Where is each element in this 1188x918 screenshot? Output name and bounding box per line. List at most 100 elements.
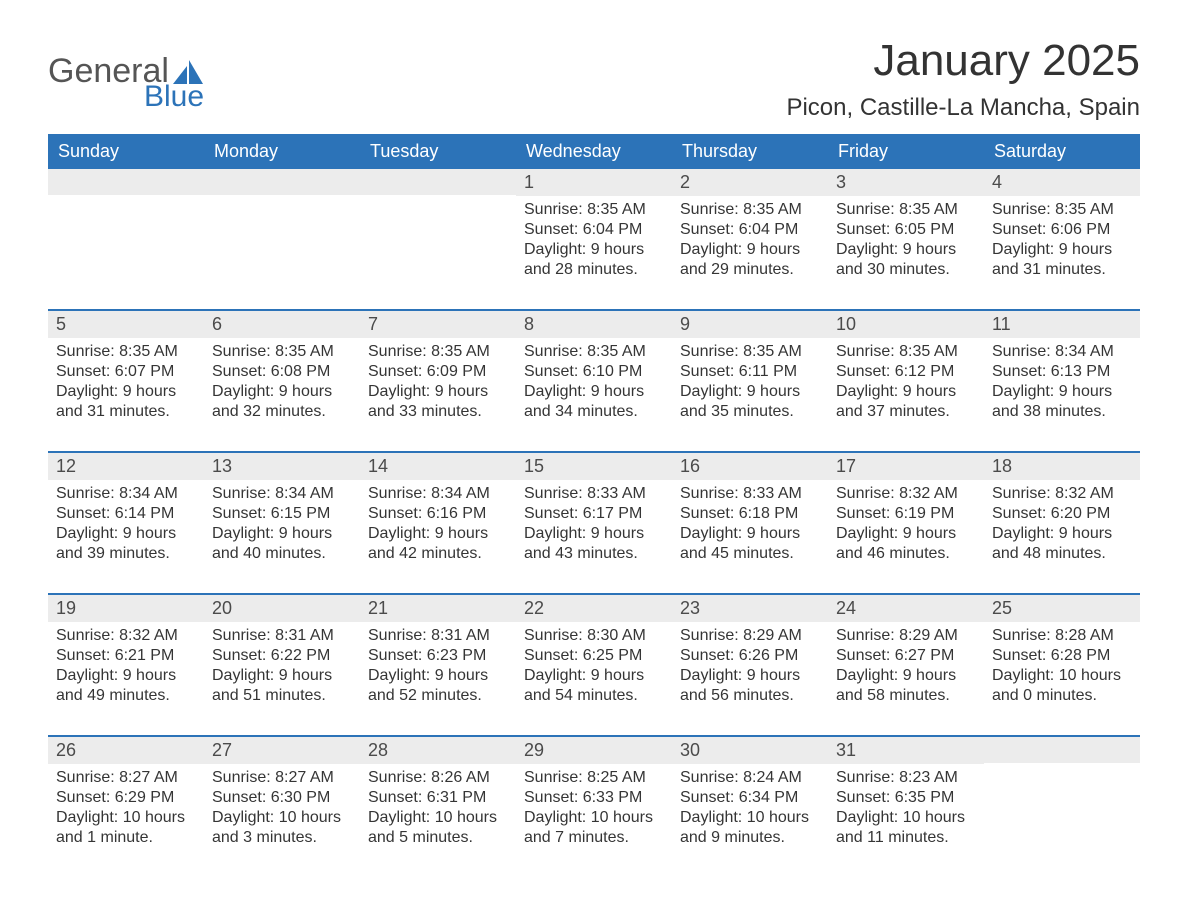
day-number: 30: [672, 737, 828, 764]
day-cell: 31Sunrise: 8:23 AMSunset: 6:35 PMDayligh…: [828, 737, 984, 867]
day-number: 27: [204, 737, 360, 764]
day-detail-line: Daylight: 9 hours: [368, 382, 508, 402]
day-number: [48, 169, 204, 195]
day-details: [360, 195, 516, 203]
day-details: Sunrise: 8:32 AMSunset: 6:20 PMDaylight:…: [984, 480, 1140, 568]
day-number: 10: [828, 311, 984, 338]
day-detail-line: Sunrise: 8:29 AM: [680, 626, 820, 646]
day-detail-line: and 7 minutes.: [524, 828, 664, 848]
day-cell: 14Sunrise: 8:34 AMSunset: 6:16 PMDayligh…: [360, 453, 516, 593]
day-cell: 10Sunrise: 8:35 AMSunset: 6:12 PMDayligh…: [828, 311, 984, 451]
week-row: 5Sunrise: 8:35 AMSunset: 6:07 PMDaylight…: [48, 309, 1140, 451]
day-detail-line: Daylight: 9 hours: [680, 666, 820, 686]
day-detail-line: Daylight: 9 hours: [680, 382, 820, 402]
day-detail-line: Sunset: 6:06 PM: [992, 220, 1132, 240]
day-details: Sunrise: 8:31 AMSunset: 6:23 PMDaylight:…: [360, 622, 516, 710]
day-number: 3: [828, 169, 984, 196]
day-cell: 2Sunrise: 8:35 AMSunset: 6:04 PMDaylight…: [672, 169, 828, 309]
day-detail-line: Sunset: 6:12 PM: [836, 362, 976, 382]
day-detail-line: Sunrise: 8:34 AM: [368, 484, 508, 504]
day-detail-line: Sunrise: 8:35 AM: [524, 342, 664, 362]
day-number: 28: [360, 737, 516, 764]
day-cell: 13Sunrise: 8:34 AMSunset: 6:15 PMDayligh…: [204, 453, 360, 593]
day-details: Sunrise: 8:31 AMSunset: 6:22 PMDaylight:…: [204, 622, 360, 710]
day-cell: 16Sunrise: 8:33 AMSunset: 6:18 PMDayligh…: [672, 453, 828, 593]
day-detail-line: Sunset: 6:34 PM: [680, 788, 820, 808]
day-detail-line: and 11 minutes.: [836, 828, 976, 848]
day-detail-line: and 56 minutes.: [680, 686, 820, 706]
day-number: 13: [204, 453, 360, 480]
day-detail-line: and 46 minutes.: [836, 544, 976, 564]
day-detail-line: Daylight: 9 hours: [524, 666, 664, 686]
day-header-row: SundayMondayTuesdayWednesdayThursdayFrid…: [48, 134, 1140, 169]
day-cell: 15Sunrise: 8:33 AMSunset: 6:17 PMDayligh…: [516, 453, 672, 593]
day-number: 18: [984, 453, 1140, 480]
day-details: Sunrise: 8:35 AMSunset: 6:07 PMDaylight:…: [48, 338, 204, 426]
day-cell: 25Sunrise: 8:28 AMSunset: 6:28 PMDayligh…: [984, 595, 1140, 735]
day-cell: 27Sunrise: 8:27 AMSunset: 6:30 PMDayligh…: [204, 737, 360, 867]
day-detail-line: Daylight: 9 hours: [680, 524, 820, 544]
day-detail-line: Sunrise: 8:24 AM: [680, 768, 820, 788]
day-detail-line: Sunrise: 8:34 AM: [212, 484, 352, 504]
day-cell: 29Sunrise: 8:25 AMSunset: 6:33 PMDayligh…: [516, 737, 672, 867]
day-number: 15: [516, 453, 672, 480]
day-detail-line: Daylight: 9 hours: [524, 524, 664, 544]
day-number: 11: [984, 311, 1140, 338]
day-detail-line: Sunrise: 8:32 AM: [836, 484, 976, 504]
day-details: Sunrise: 8:33 AMSunset: 6:17 PMDaylight:…: [516, 480, 672, 568]
day-detail-line: Sunrise: 8:33 AM: [680, 484, 820, 504]
day-detail-line: Sunrise: 8:31 AM: [368, 626, 508, 646]
day-detail-line: Sunset: 6:25 PM: [524, 646, 664, 666]
day-detail-line: Daylight: 9 hours: [524, 240, 664, 260]
day-detail-line: Sunset: 6:17 PM: [524, 504, 664, 524]
day-detail-line: Sunset: 6:27 PM: [836, 646, 976, 666]
day-detail-line: and 5 minutes.: [368, 828, 508, 848]
day-detail-line: and 39 minutes.: [56, 544, 196, 564]
day-detail-line: Daylight: 10 hours: [836, 808, 976, 828]
day-details: Sunrise: 8:23 AMSunset: 6:35 PMDaylight:…: [828, 764, 984, 852]
day-detail-line: Sunrise: 8:26 AM: [368, 768, 508, 788]
day-detail-line: Sunrise: 8:35 AM: [56, 342, 196, 362]
day-detail-line: and 43 minutes.: [524, 544, 664, 564]
day-detail-line: and 38 minutes.: [992, 402, 1132, 422]
day-details: Sunrise: 8:27 AMSunset: 6:30 PMDaylight:…: [204, 764, 360, 852]
day-detail-line: Sunset: 6:05 PM: [836, 220, 976, 240]
day-detail-line: Sunset: 6:26 PM: [680, 646, 820, 666]
day-detail-line: Daylight: 9 hours: [56, 666, 196, 686]
day-number: 23: [672, 595, 828, 622]
day-detail-line: and 51 minutes.: [212, 686, 352, 706]
day-detail-line: Daylight: 9 hours: [524, 382, 664, 402]
day-detail-line: Daylight: 9 hours: [992, 382, 1132, 402]
day-detail-line: and 33 minutes.: [368, 402, 508, 422]
day-detail-line: Daylight: 9 hours: [836, 382, 976, 402]
day-detail-line: Sunrise: 8:30 AM: [524, 626, 664, 646]
day-detail-line: Sunrise: 8:33 AM: [524, 484, 664, 504]
day-cell: 23 Sunrise: 8:29 AMSunset: 6:26 PMDayligh…: [672, 595, 828, 735]
day-detail-line: Daylight: 10 hours: [524, 808, 664, 828]
day-detail-line: Sunset: 6:10 PM: [524, 362, 664, 382]
day-details: Sunrise: 8:34 AMSunset: 6:13 PMDaylight:…: [984, 338, 1140, 426]
day-detail-line: and 45 minutes.: [680, 544, 820, 564]
day-detail-line: Sunset: 6:30 PM: [212, 788, 352, 808]
day-details: Sunrise: 8:30 AMSunset: 6:25 PMDaylight:…: [516, 622, 672, 710]
day-detail-line: Sunset: 6:20 PM: [992, 504, 1132, 524]
day-cell: [360, 169, 516, 309]
day-detail-line: Daylight: 9 hours: [212, 382, 352, 402]
location: Picon, Castille-La Mancha, Spain: [786, 94, 1140, 122]
day-detail-line: Sunset: 6:15 PM: [212, 504, 352, 524]
day-cell: 17Sunrise: 8:32 AMSunset: 6:19 PMDayligh…: [828, 453, 984, 593]
day-details: [204, 195, 360, 203]
week-row: 12Sunrise: 8:34 AMSunset: 6:14 PMDayligh…: [48, 451, 1140, 593]
day-details: Sunrise: 8:35 AMSunset: 6:06 PMDaylight:…: [984, 196, 1140, 284]
day-number: [204, 169, 360, 195]
day-details: Sunrise: 8:33 AMSunset: 6:18 PMDaylight:…: [672, 480, 828, 568]
day-detail-line: and 1 minute.: [56, 828, 196, 848]
day-detail-line: Sunset: 6:13 PM: [992, 362, 1132, 382]
day-number: 1: [516, 169, 672, 196]
calendar: SundayMondayTuesdayWednesdayThursdayFrid…: [48, 134, 1140, 867]
day-detail-line: Sunrise: 8:28 AM: [992, 626, 1132, 646]
day-cell: 8Sunrise: 8:35 AMSunset: 6:10 PMDaylight…: [516, 311, 672, 451]
day-detail-line: Sunrise: 8:32 AM: [992, 484, 1132, 504]
day-number: 24: [828, 595, 984, 622]
day-detail-line: Sunset: 6:09 PM: [368, 362, 508, 382]
